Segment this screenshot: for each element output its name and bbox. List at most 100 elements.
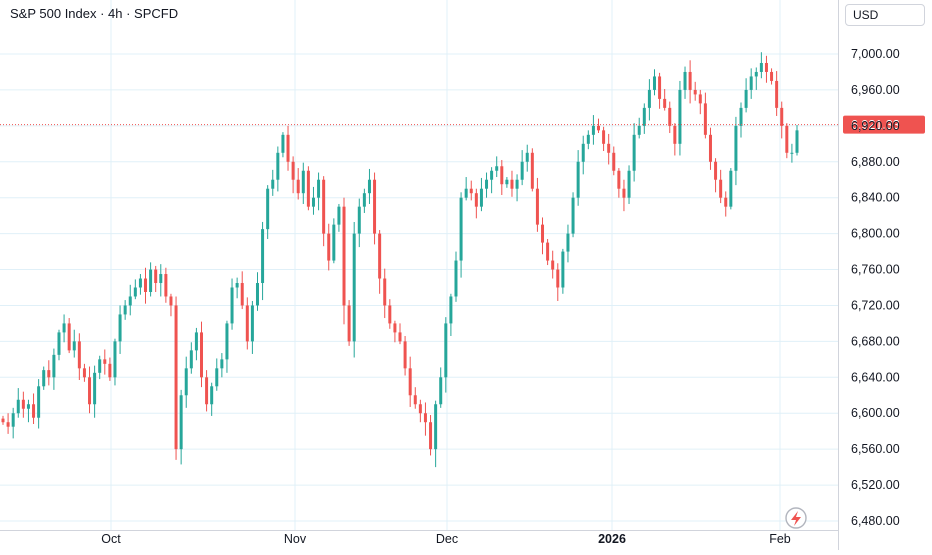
candle-body[interactable] xyxy=(362,193,366,207)
lightning-icon[interactable] xyxy=(785,507,807,529)
candle-body[interactable] xyxy=(281,134,285,153)
candles[interactable] xyxy=(1,52,799,468)
candle-body[interactable] xyxy=(530,152,534,189)
candle-body[interactable] xyxy=(597,125,600,131)
candle-body[interactable] xyxy=(291,161,295,180)
candle-body[interactable] xyxy=(118,314,122,342)
candle-body[interactable] xyxy=(520,161,524,180)
candle-body[interactable] xyxy=(714,161,718,180)
candle-body[interactable] xyxy=(490,170,494,180)
candle-body[interactable] xyxy=(647,89,651,108)
candle-body[interactable] xyxy=(515,179,519,189)
candle-body[interactable] xyxy=(357,206,361,234)
candle-body[interactable] xyxy=(642,107,646,126)
candle-body[interactable] xyxy=(535,188,539,225)
candle-body[interactable] xyxy=(617,170,621,189)
candle-body[interactable] xyxy=(602,130,606,144)
candle-body[interactable] xyxy=(749,76,753,90)
candle-body[interactable] xyxy=(245,305,249,342)
candle-body[interactable] xyxy=(785,125,789,153)
candle-body[interactable] xyxy=(673,125,677,144)
candle-body[interactable] xyxy=(311,197,315,207)
candle-body[interactable] xyxy=(123,305,127,315)
candle-body[interactable] xyxy=(464,188,468,198)
candle-body[interactable] xyxy=(266,188,270,230)
candle-body[interactable] xyxy=(98,359,102,373)
candle-body[interactable] xyxy=(154,269,158,284)
candle-body[interactable] xyxy=(688,71,692,90)
candle-body[interactable] xyxy=(607,143,611,153)
candle-body[interactable] xyxy=(37,386,41,418)
candle-body[interactable] xyxy=(474,193,478,207)
candle-body[interactable] xyxy=(220,359,224,369)
candle-body[interactable] xyxy=(591,125,595,135)
candle-body[interactable] xyxy=(11,413,15,427)
candle-body[interactable] xyxy=(576,161,580,198)
candle-body[interactable] xyxy=(317,179,321,198)
candle-body[interactable] xyxy=(88,377,92,405)
candle-body[interactable] xyxy=(388,305,392,324)
candle-body[interactable] xyxy=(296,179,300,194)
candle-body[interactable] xyxy=(612,152,616,171)
candle-body[interactable] xyxy=(200,332,203,378)
candle-body[interactable] xyxy=(322,179,326,234)
candle-body[interactable] xyxy=(189,350,193,369)
candle-body[interactable] xyxy=(429,422,433,450)
candle-body[interactable] xyxy=(62,323,66,333)
candle-body[interactable] xyxy=(128,296,132,306)
candle-body[interactable] xyxy=(510,179,514,189)
candle-body[interactable] xyxy=(261,229,265,284)
candle-body[interactable] xyxy=(16,399,20,414)
candle-body[interactable] xyxy=(693,89,697,95)
candle-body[interactable] xyxy=(698,94,702,104)
candle-body[interactable] xyxy=(703,103,707,135)
candle-body[interactable] xyxy=(276,152,280,180)
candle-body[interactable] xyxy=(383,278,387,306)
candle-body[interactable] xyxy=(57,332,61,355)
candle-body[interactable] xyxy=(683,71,687,90)
candle-body[interactable] xyxy=(1,418,5,423)
candle-body[interactable] xyxy=(571,197,575,234)
candle-body[interactable] xyxy=(449,296,453,324)
candle-body[interactable] xyxy=(159,274,163,284)
candle-body[interactable] xyxy=(306,170,310,207)
candle-body[interactable] xyxy=(708,134,712,162)
candle-body[interactable] xyxy=(21,399,25,409)
candle-body[interactable] xyxy=(138,278,142,288)
candle-body[interactable] xyxy=(47,370,51,378)
candle-body[interactable] xyxy=(332,224,336,261)
candle-body[interactable] xyxy=(352,233,356,342)
candle-body[interactable] xyxy=(479,188,483,207)
candle-body[interactable] xyxy=(32,404,36,418)
candle-body[interactable] xyxy=(26,404,30,409)
candle-body[interactable] xyxy=(6,422,10,427)
candle-body[interactable] xyxy=(729,170,733,207)
candle-body[interactable] xyxy=(525,152,529,162)
candle-body[interactable] xyxy=(724,197,728,207)
candle-body[interactable] xyxy=(169,296,173,306)
candle-body[interactable] xyxy=(271,179,275,189)
candle-body[interactable] xyxy=(780,107,784,126)
candle-body[interactable] xyxy=(235,283,239,288)
candle-body[interactable] xyxy=(469,188,473,194)
candle-body[interactable] xyxy=(133,287,137,297)
candle-body[interactable] xyxy=(632,134,636,171)
candle-body[interactable] xyxy=(719,179,723,198)
candle-body[interactable] xyxy=(164,274,168,297)
candle-body[interactable] xyxy=(434,404,438,450)
candle-body[interactable] xyxy=(739,107,743,126)
candle-body[interactable] xyxy=(764,62,768,72)
candle-body[interactable] xyxy=(500,166,504,185)
candle-body[interactable] xyxy=(454,260,458,297)
candle-body[interactable] xyxy=(378,233,382,279)
candle-body[interactable] xyxy=(240,283,244,306)
candle-body[interactable] xyxy=(67,323,71,351)
candle-body[interactable] xyxy=(215,368,219,387)
candle-body[interactable] xyxy=(408,368,412,396)
candle-body[interactable] xyxy=(566,233,570,252)
candle-body[interactable] xyxy=(439,377,443,405)
candle-body[interactable] xyxy=(423,413,427,423)
candle-body[interactable] xyxy=(337,206,341,225)
